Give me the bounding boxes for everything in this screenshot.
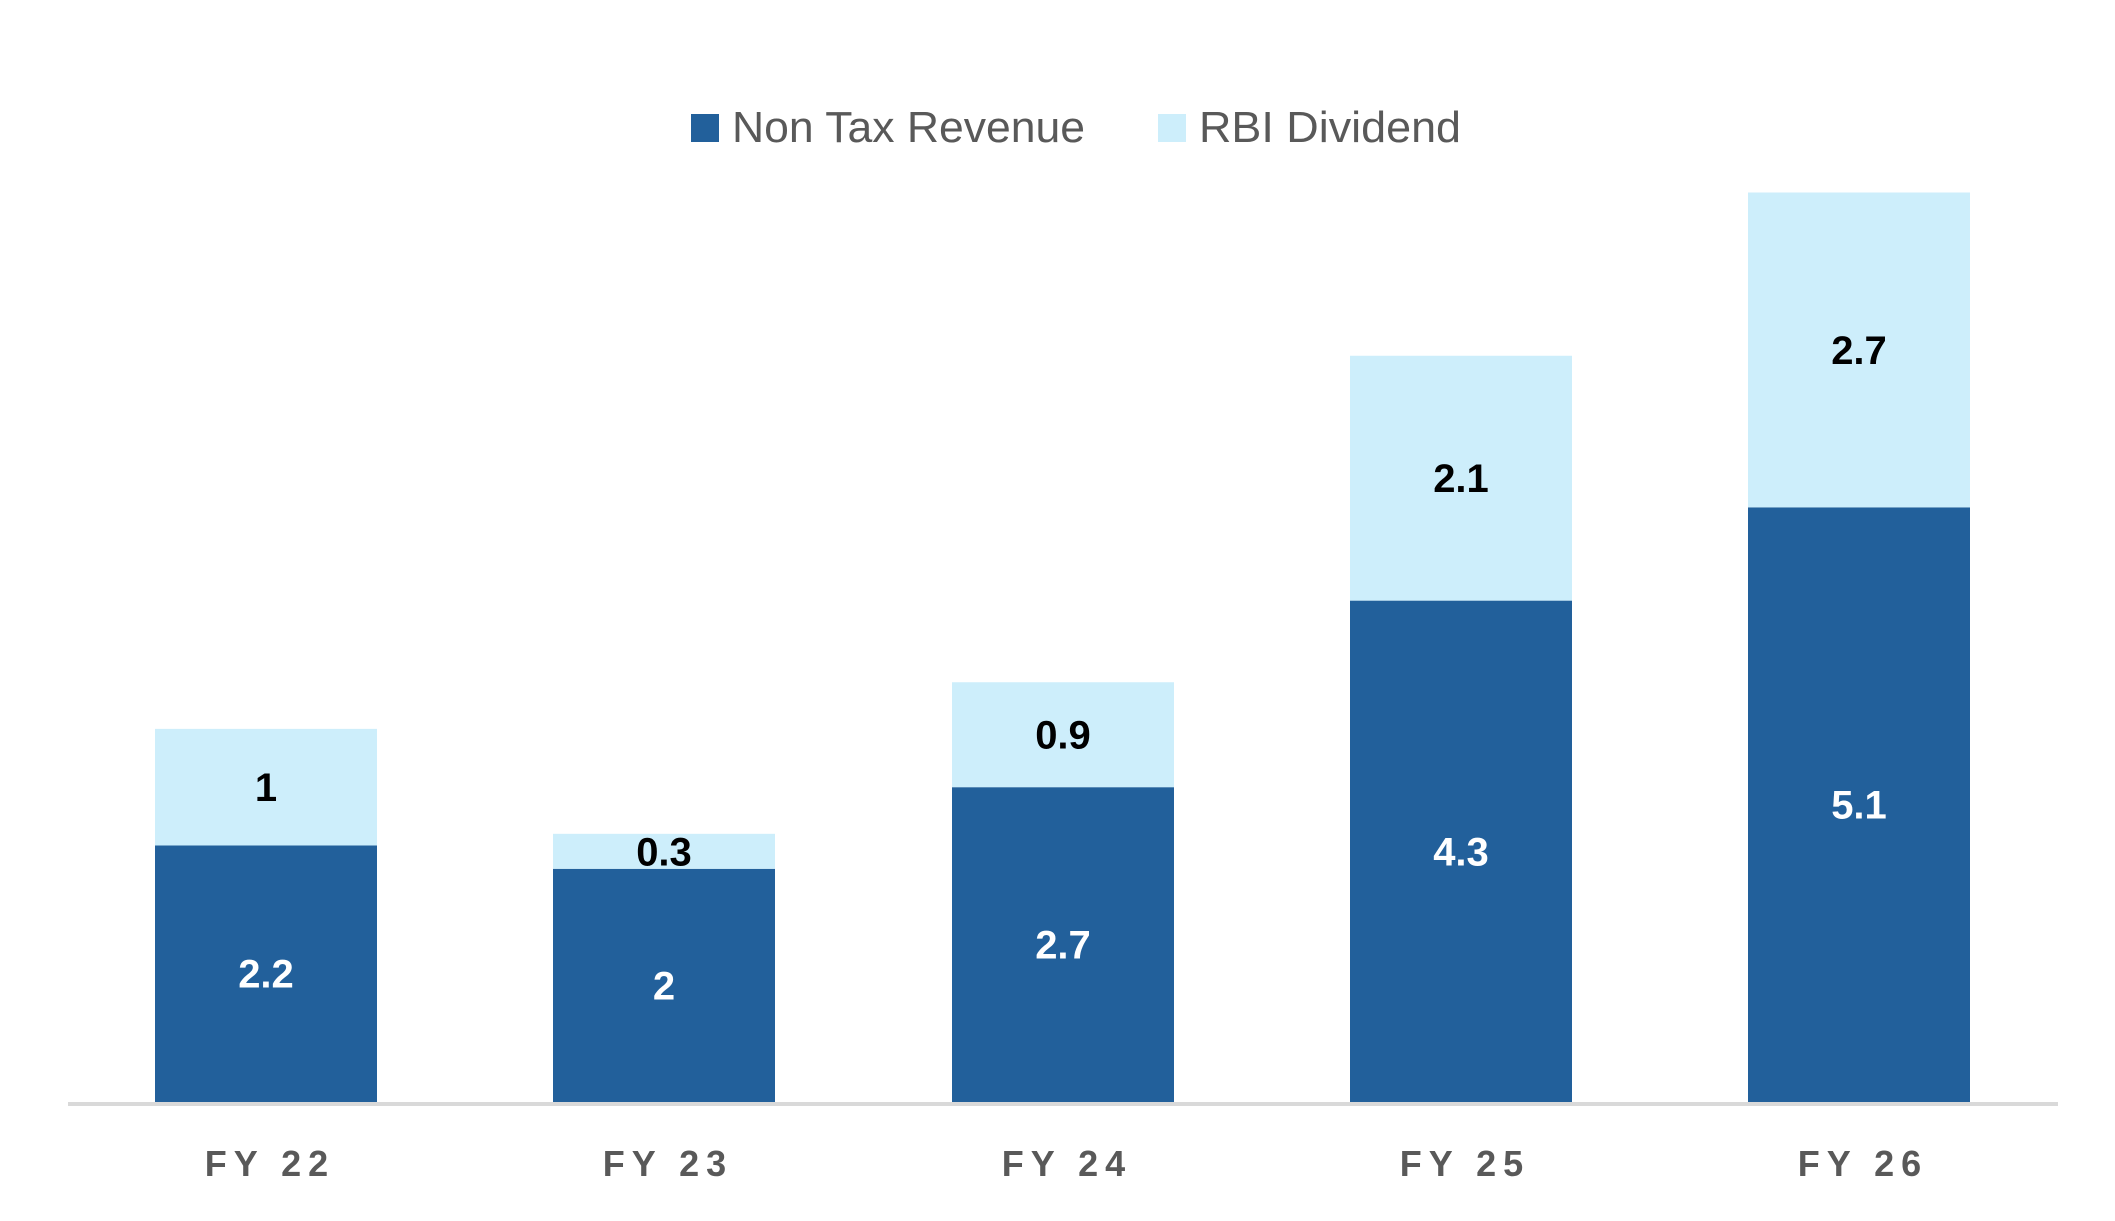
- x-tick-label: FY 25: [1400, 1143, 1530, 1184]
- data-label: 0.3: [636, 830, 692, 874]
- bar-rbi-dividend-fy26: [1748, 192, 1970, 508]
- data-label: 1: [255, 766, 277, 810]
- bar-rbi-dividend-fy23: [553, 833, 775, 869]
- legend-label: RBI Dividend: [1199, 103, 1461, 152]
- legend-swatch: [691, 114, 719, 142]
- bar-rbi-dividend-fy22: [155, 728, 377, 846]
- bar-rbi-dividend-fy24: [952, 682, 1174, 788]
- bars: 2.2 1 2 0.3 2.7 0.9 4.3 2.1 5.1 2.7: [155, 192, 1970, 1103]
- x-tick-label: FY 23: [603, 1143, 733, 1184]
- data-label: 2: [653, 964, 675, 1008]
- bar-non-tax-revenue-fy25: [1350, 600, 1572, 1102]
- bar-non-tax-revenue-fy24: [952, 787, 1174, 1102]
- data-label: 2.7: [1035, 924, 1091, 968]
- bar-rbi-dividend-fy25: [1350, 355, 1572, 601]
- data-label: 2.1: [1433, 457, 1489, 501]
- legend-swatch: [1158, 114, 1186, 142]
- x-tick-label: FY 26: [1798, 1143, 1928, 1184]
- bar-non-tax-revenue-fy23: [553, 868, 775, 1102]
- x-tick-label: FY 24: [1002, 1143, 1132, 1184]
- data-label: 2.7: [1831, 329, 1887, 373]
- data-label: 4.3: [1433, 830, 1489, 874]
- data-label: 5.1: [1831, 784, 1887, 828]
- x-axis-ticks: FY 22 FY 23 FY 24 FY 25 FY 26: [205, 1143, 1928, 1184]
- x-tick-label: FY 22: [205, 1143, 335, 1184]
- bar-non-tax-revenue-fy22: [155, 845, 377, 1102]
- legend: Non Tax Revenue RBI Dividend: [691, 103, 1461, 152]
- data-label: 0.9: [1035, 714, 1091, 758]
- legend-label: Non Tax Revenue: [732, 103, 1085, 152]
- bar-non-tax-revenue-fy26: [1748, 507, 1970, 1103]
- data-label: 2.2: [238, 953, 294, 997]
